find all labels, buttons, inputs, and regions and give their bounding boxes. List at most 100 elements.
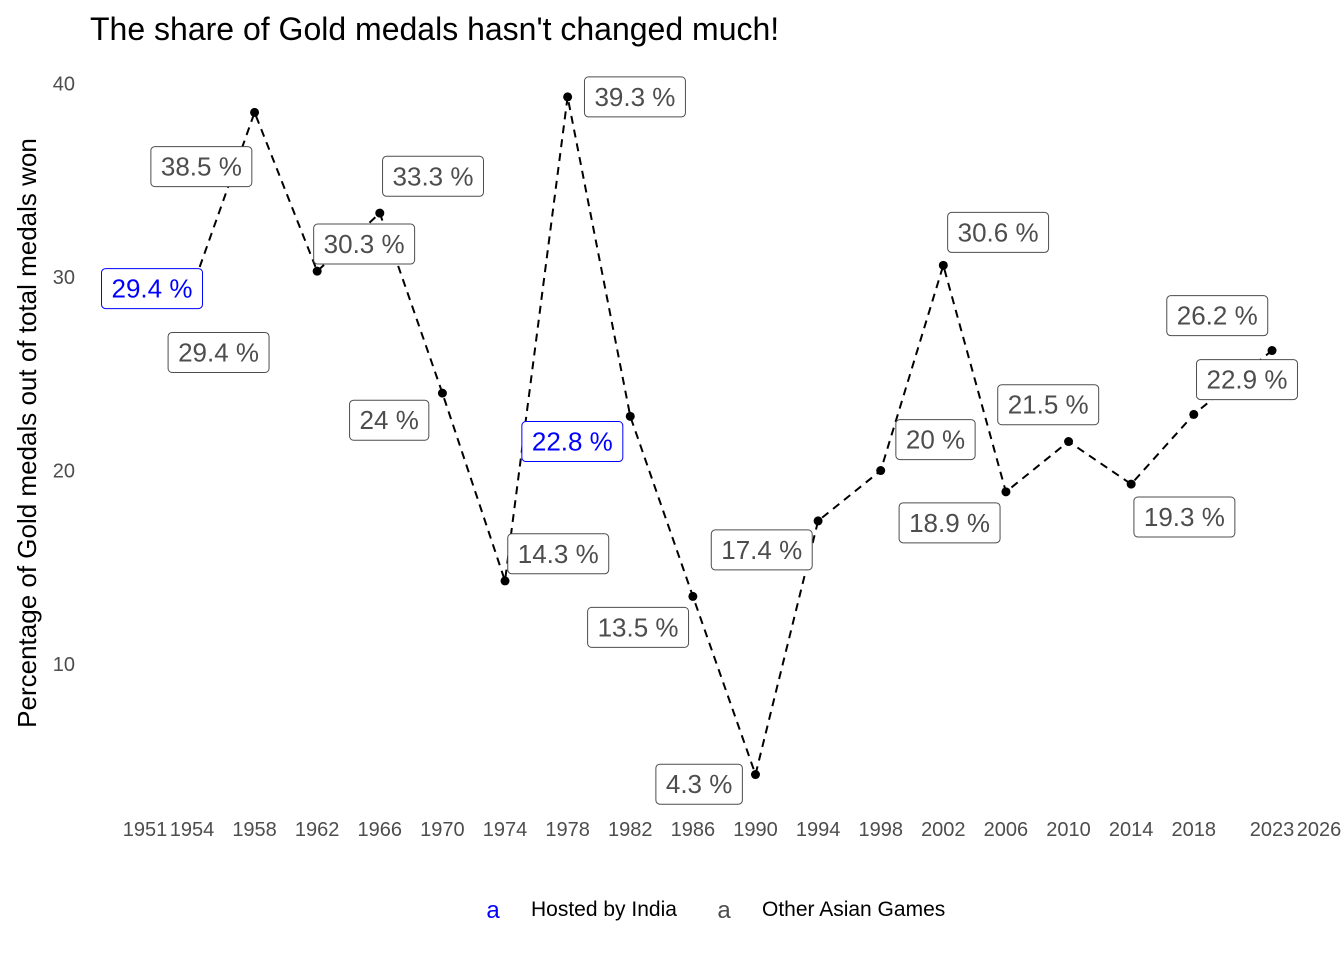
data-point	[1064, 437, 1074, 447]
data-point	[1189, 409, 1199, 419]
data-label: 38.5 %	[150, 146, 253, 188]
data-label: 20 %	[895, 419, 976, 461]
data-label-text: 38.5 %	[161, 152, 242, 182]
series-line	[145, 96, 1273, 778]
data-label: 30.3 %	[313, 223, 416, 265]
data-point	[813, 516, 823, 526]
y-axis-ticks: 10 20 30 40	[53, 73, 75, 676]
x-tick-label: 1986	[671, 819, 716, 841]
data-label: 29.4 %	[101, 268, 203, 310]
data-point	[1267, 346, 1277, 356]
series-line-path	[145, 96, 1273, 778]
data-label-text: 39.3 %	[594, 82, 675, 112]
data-point	[563, 92, 573, 102]
data-label-text: 20 %	[906, 425, 965, 455]
data-point	[876, 466, 886, 476]
data-label: 26.2 %	[1166, 295, 1269, 337]
x-tick-label: 1998	[858, 819, 903, 841]
x-tick-label: 2006	[984, 819, 1029, 841]
x-tick-label: 2018	[1172, 819, 1217, 841]
data-label-text: 17.4 %	[721, 535, 802, 565]
x-tick-label: 1994	[796, 819, 841, 841]
data-label-text: 14.3 %	[518, 539, 599, 569]
data-label-text: 4.3 %	[666, 769, 733, 799]
data-point	[750, 770, 760, 780]
x-tick-label: 1974	[483, 819, 528, 841]
chart-title: The share of Gold medals hasn't changed …	[90, 11, 779, 47]
data-label: 18.9 %	[898, 502, 1001, 544]
data-label-text: 21.5 %	[1008, 390, 1089, 420]
y-tick-label: 30	[53, 267, 75, 289]
y-tick-label: 10	[53, 654, 75, 676]
data-label: 22.8 %	[521, 421, 624, 463]
data-label: 13.5 %	[587, 606, 690, 648]
data-label-box	[710, 529, 813, 571]
data-label-box	[382, 155, 484, 197]
data-point	[437, 388, 447, 398]
data-label-box	[313, 223, 416, 265]
data-label: 29.4 %	[167, 331, 270, 373]
data-label-box	[583, 76, 686, 118]
data-label-text: 29.4 %	[112, 274, 193, 304]
data-label-box	[521, 421, 624, 463]
data-label-text: 18.9 %	[909, 508, 990, 538]
data-label: 39.3 %	[583, 76, 686, 118]
legend-key: a	[486, 897, 500, 924]
data-label-text: 30.3 %	[324, 229, 405, 259]
data-label: 4.3 %	[655, 763, 743, 805]
x-axis-ticks: 1951 1954 1958 1962 1966 1970 1974 1978 1982 1986…	[123, 819, 1342, 841]
data-label-box	[587, 606, 690, 648]
data-label-box	[349, 399, 430, 441]
y-tick-label: 40	[53, 73, 75, 95]
x-tick-label: 1951	[123, 819, 168, 841]
data-label-box	[895, 419, 976, 461]
x-tick-label: 2014	[1109, 819, 1154, 841]
data-point	[1126, 479, 1136, 489]
data-label: 33.3 %	[382, 155, 484, 197]
data-point	[250, 107, 260, 117]
x-tick-label: 2023	[1250, 819, 1295, 841]
data-label: 24 %	[349, 399, 430, 441]
data-label-text: 19.3 %	[1144, 502, 1225, 532]
data-label: 19.3 %	[1133, 496, 1236, 538]
data-label-box	[507, 533, 610, 575]
x-tick-label: 2026	[1297, 819, 1342, 841]
x-tick-label: 2002	[921, 819, 966, 841]
y-tick-label: 20	[53, 461, 75, 483]
x-tick-label: 1958	[232, 819, 277, 841]
data-labels: 29.4 % 29.4 % 38.5 % 30.3 % 33.3 % 24 % 14.3 %…	[101, 76, 1298, 805]
data-point	[625, 411, 635, 421]
data-point	[688, 591, 698, 601]
x-tick-label: 1966	[358, 819, 403, 841]
legend-item-label: Other Asian Games	[762, 898, 945, 921]
data-label: 14.3 %	[507, 533, 610, 575]
data-label-box	[1133, 496, 1236, 538]
data-point	[312, 266, 322, 276]
data-label-box	[947, 211, 1050, 253]
data-label-box	[167, 331, 270, 373]
data-label: 30.6 %	[947, 211, 1050, 253]
x-tick-label: 1982	[608, 819, 653, 841]
data-label-text: 29.4 %	[178, 337, 259, 367]
x-tick-label: 1970	[420, 819, 465, 841]
x-tick-label: 1978	[545, 819, 590, 841]
data-point	[500, 576, 510, 586]
data-label-box	[101, 268, 203, 310]
data-label-box	[997, 384, 1100, 426]
data-label-text: 13.5 %	[598, 612, 679, 642]
legend-key: a	[717, 897, 731, 924]
data-label-box	[655, 763, 743, 805]
legend-item-label: Hosted by India	[531, 898, 677, 921]
data-label-text: 33.3 %	[393, 161, 474, 191]
data-label-box	[150, 146, 253, 188]
data-label-text: 22.8 %	[532, 427, 613, 457]
x-tick-label: 2010	[1046, 819, 1091, 841]
data-points	[140, 92, 1277, 780]
x-tick-label: 1962	[295, 819, 340, 841]
data-label-text: 24 %	[360, 405, 419, 435]
data-label: 22.9 %	[1196, 359, 1298, 401]
data-label-box	[898, 502, 1001, 544]
data-point	[938, 260, 948, 270]
data-label-text: 26.2 %	[1177, 301, 1258, 331]
